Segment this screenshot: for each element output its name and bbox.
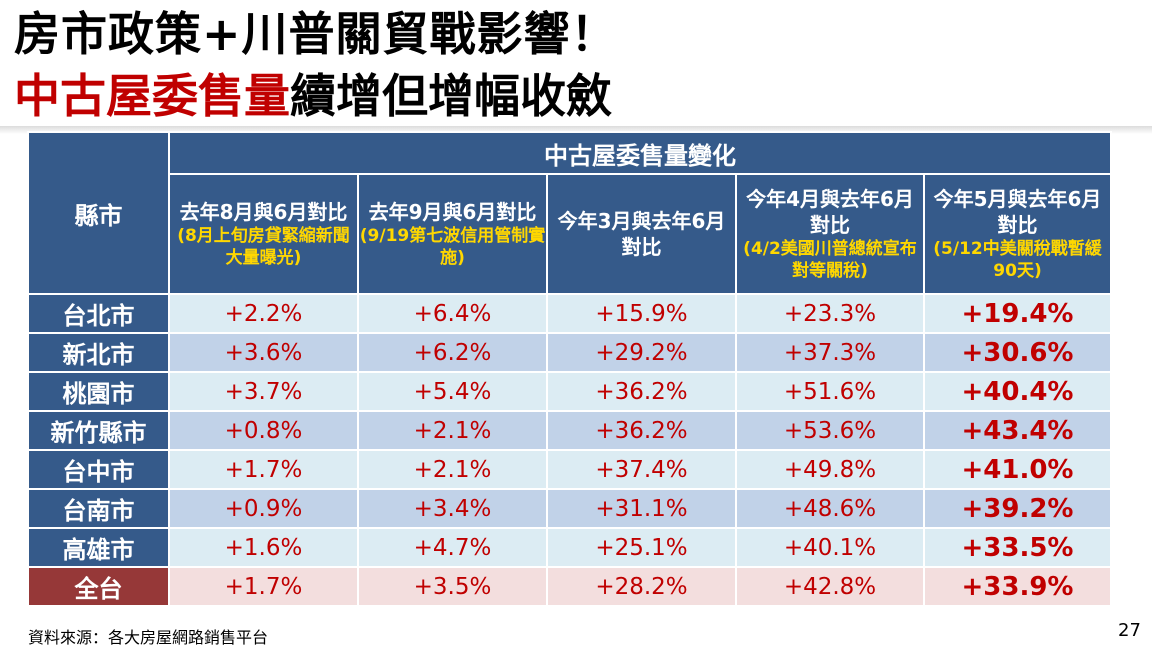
table-row: 新北市 +3.6% +6.2% +29.2% +37.3% +30.6% (27, 332, 1113, 373)
value-cell: +39.2% (922, 488, 1113, 529)
county-cell: 新北市 (27, 332, 170, 373)
value-cell: +30.6% (922, 332, 1113, 373)
value-cell: +0.8% (168, 410, 359, 451)
value-cell: +28.2% (546, 566, 737, 607)
county-cell: 高雄市 (27, 527, 170, 568)
value-cell: +41.0% (922, 449, 1113, 490)
value-cell: +4.7% (357, 527, 548, 568)
county-cell: 台南市 (27, 488, 170, 529)
column-header-main: 今年5月與去年6月對比 (933, 187, 1102, 237)
value-cell: +2.1% (357, 410, 548, 451)
column-header: 去年9月與6月對比 (9/19第七波信用管制實施) (357, 173, 548, 295)
value-cell: +40.1% (735, 527, 925, 568)
value-cell: +3.7% (168, 371, 359, 412)
value-cell: +36.2% (546, 410, 737, 451)
listing-change-table: 縣市 中古屋委售量變化 去年8月與6月對比 (8月上旬房貸緊縮新聞大量曝光) 去… (27, 131, 1113, 607)
county-header: 縣市 (27, 131, 170, 295)
title-divider (0, 126, 1152, 134)
county-cell: 桃園市 (27, 371, 170, 412)
value-cell: +3.4% (357, 488, 548, 529)
page-number: 27 (1118, 620, 1141, 641)
county-cell: 新竹縣市 (27, 410, 170, 451)
value-cell: +33.5% (922, 527, 1113, 568)
column-header: 今年3月與去年6月對比 (546, 173, 737, 295)
value-cell: +36.2% (546, 371, 737, 412)
value-cell: +23.3% (735, 293, 925, 334)
column-header: 今年5月與去年6月對比 (5/12中美關稅戰暫緩90天) (922, 173, 1113, 295)
column-header-main: 今年3月與去年6月對比 (557, 209, 726, 259)
value-cell: +1.7% (168, 449, 359, 490)
table-row: 桃園市 +3.7% +5.4% +36.2% +51.6% +40.4% (27, 371, 1113, 412)
value-cell: +53.6% (735, 410, 925, 451)
column-header-note: (4/2美國川普總統宣布對等關稅) (743, 239, 917, 281)
value-cell: +2.1% (357, 449, 548, 490)
table-row: 新竹縣市 +0.8% +2.1% +36.2% +53.6% +43.4% (27, 410, 1113, 451)
column-header: 去年8月與6月對比 (8月上旬房貸緊縮新聞大量曝光) (168, 173, 359, 295)
table-row-total: 全台 +1.7% +3.5% +28.2% +42.8% +33.9% (27, 566, 1113, 607)
value-cell: +5.4% (357, 371, 548, 412)
value-cell: +1.7% (168, 566, 359, 607)
value-cell: +43.4% (922, 410, 1113, 451)
value-cell: +42.8% (735, 566, 925, 607)
value-cell: +2.2% (168, 293, 359, 334)
value-cell: +31.1% (546, 488, 737, 529)
column-header-note: (9/19第七波信用管制實施) (359, 226, 546, 268)
value-cell: +49.8% (735, 449, 925, 490)
title-line-2-highlight: 中古屋委售量 (14, 69, 290, 123)
value-cell: +1.6% (168, 527, 359, 568)
value-cell: +15.9% (546, 293, 737, 334)
column-header-main: 去年8月與6月對比 (179, 200, 348, 224)
value-cell: +33.9% (922, 566, 1113, 607)
county-cell: 台中市 (27, 449, 170, 490)
group-header: 中古屋委售量變化 (167, 131, 1113, 175)
value-cell: +6.4% (357, 293, 548, 334)
column-header: 今年4月與去年6月對比 (4/2美國川普總統宣布對等關稅) (735, 173, 925, 295)
county-cell: 台北市 (27, 293, 170, 334)
value-cell: +0.9% (168, 488, 359, 529)
title-line-2: 中古屋委售量續增但增幅收斂 (14, 66, 612, 126)
title-line-1: 房市政策+川普關貿戰影響！ (14, 7, 618, 61)
column-header-note: (8月上旬房貸緊縮新聞大量曝光) (177, 226, 350, 268)
title-line-2-rest: 續增但增幅收斂 (290, 69, 612, 123)
value-cell: +40.4% (922, 371, 1113, 412)
value-cell: +37.4% (546, 449, 737, 490)
value-cell: +51.6% (735, 371, 925, 412)
value-cell: +29.2% (546, 332, 737, 373)
value-cell: +37.3% (735, 332, 925, 373)
column-header-note: (5/12中美關稅戰暫緩90天) (933, 239, 1102, 281)
table-row: 高雄市 +1.6% +4.7% +25.1% +40.1% +33.5% (27, 527, 1113, 568)
value-cell: +3.5% (357, 566, 548, 607)
value-cell: +3.6% (168, 332, 359, 373)
column-header-main: 去年9月與6月對比 (368, 200, 537, 224)
county-cell: 全台 (27, 566, 170, 607)
table-row: 台中市 +1.7% +2.1% +37.4% +49.8% +41.0% (27, 449, 1113, 490)
value-cell: +48.6% (735, 488, 925, 529)
source-note: 資料來源：各大房屋網路銷售平台 (28, 628, 269, 647)
table-row: 台南市 +0.9% +3.4% +31.1% +48.6% +39.2% (27, 488, 1113, 529)
value-cell: +19.4% (922, 293, 1113, 334)
column-header-main: 今年4月與去年6月對比 (746, 187, 914, 237)
table-row: 台北市 +2.2% +6.4% +15.9% +23.3% +19.4% (27, 293, 1113, 334)
value-cell: +6.2% (357, 332, 548, 373)
value-cell: +25.1% (546, 527, 737, 568)
